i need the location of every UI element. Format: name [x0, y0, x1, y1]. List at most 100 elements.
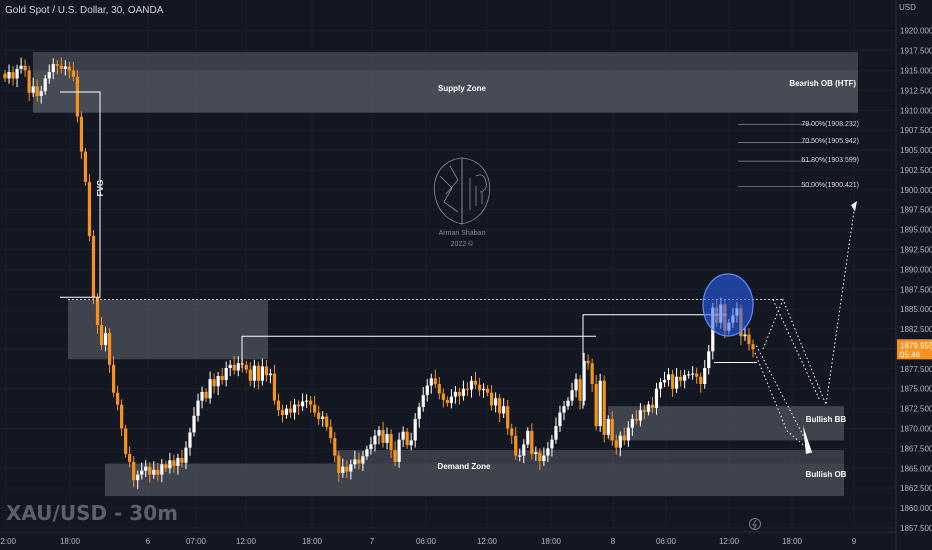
candle[interactable] [683, 369, 687, 389]
time-axis[interactable]: 12:00 18:00 6 07:00 12:00 18:00 7 06:00 12:00 18:… [0, 531, 896, 546]
candle[interactable] [236, 356, 240, 377]
candle[interactable] [148, 461, 152, 483]
candle[interactable] [658, 378, 663, 398]
candle[interactable] [87, 174, 92, 242]
candle[interactable] [124, 424, 128, 458]
candle[interactable] [687, 370, 691, 379]
lightning-icon[interactable] [749, 518, 761, 530]
candle[interactable] [626, 421, 630, 447]
candle[interactable] [469, 376, 474, 398]
candle[interactable] [220, 367, 224, 385]
candle[interactable] [79, 111, 84, 160]
candle[interactable] [670, 369, 675, 397]
candle[interactable] [27, 65, 31, 101]
candle[interactable] [55, 59, 59, 75]
candle[interactable] [116, 385, 120, 411]
candle[interactable] [296, 400, 301, 415]
candle[interactable] [498, 394, 502, 423]
candle[interactable] [522, 439, 526, 464]
candle[interactable] [646, 401, 651, 416]
candle[interactable] [128, 446, 132, 468]
candle[interactable] [317, 405, 321, 425]
candle[interactable] [425, 379, 429, 402]
candle[interactable] [602, 375, 606, 443]
candle[interactable] [63, 60, 67, 76]
candle[interactable] [43, 74, 47, 95]
candle[interactable] [284, 405, 289, 419]
candle[interactable] [329, 419, 333, 444]
candle[interactable] [71, 61, 75, 81]
candle[interactable] [638, 403, 642, 427]
candle[interactable] [542, 447, 546, 466]
candle[interactable] [140, 462, 144, 480]
candle[interactable] [309, 395, 313, 413]
candle[interactable] [747, 328, 751, 351]
candle[interactable] [268, 368, 273, 384]
candle[interactable] [477, 377, 482, 397]
candle[interactable] [578, 375, 582, 410]
candle[interactable] [409, 432, 413, 451]
candle[interactable] [369, 436, 373, 455]
candle[interactable] [349, 459, 353, 480]
candle[interactable] [39, 85, 43, 104]
candle[interactable] [674, 368, 679, 393]
candle[interactable] [75, 69, 79, 123]
candle[interactable] [260, 358, 264, 386]
candle[interactable] [606, 415, 610, 439]
candle[interactable] [490, 385, 494, 411]
candle[interactable] [574, 373, 578, 398]
candle[interactable] [691, 366, 695, 380]
candle[interactable] [506, 399, 510, 435]
candle[interactable] [586, 354, 590, 370]
candle[interactable] [393, 441, 397, 467]
candle[interactable] [172, 454, 176, 473]
candle[interactable] [357, 452, 361, 470]
candle[interactable] [618, 431, 622, 457]
candle[interactable] [232, 356, 236, 375]
candle[interactable] [7, 64, 11, 84]
candle[interactable] [3, 70, 7, 83]
candle[interactable] [99, 316, 104, 350]
candle[interactable] [132, 456, 136, 488]
candle[interactable] [300, 393, 305, 411]
candle[interactable] [23, 59, 27, 77]
candle[interactable] [465, 382, 470, 396]
candle[interactable] [634, 410, 638, 425]
candle[interactable] [485, 385, 490, 397]
candle[interactable] [168, 452, 172, 474]
candle[interactable] [453, 386, 458, 404]
candle[interactable] [622, 427, 626, 446]
candle[interactable] [449, 389, 453, 409]
candle[interactable] [212, 373, 216, 394]
candle[interactable] [192, 407, 196, 437]
candle[interactable] [566, 397, 570, 410]
candle[interactable] [313, 395, 317, 417]
candle[interactable] [642, 404, 647, 420]
candle[interactable] [582, 352, 586, 406]
candle[interactable] [288, 401, 293, 418]
candle[interactable] [103, 326, 108, 352]
candle[interactable] [695, 367, 699, 384]
candle[interactable] [83, 148, 88, 186]
candle[interactable] [397, 432, 401, 468]
candle[interactable] [111, 356, 116, 397]
candle[interactable] [337, 451, 341, 482]
candle[interactable] [413, 413, 417, 448]
candle[interactable] [385, 427, 389, 450]
candle[interactable] [156, 462, 160, 481]
candle[interactable] [216, 371, 220, 396]
candle[interactable] [401, 426, 405, 448]
candle[interactable] [333, 432, 337, 463]
candle[interactable] [666, 367, 671, 387]
candle[interactable] [325, 412, 329, 431]
candle[interactable] [244, 361, 248, 374]
candle[interactable] [679, 369, 683, 387]
candle[interactable] [550, 434, 554, 457]
candle[interactable] [630, 414, 634, 436]
candle[interactable] [361, 451, 365, 472]
candle[interactable] [176, 453, 180, 475]
candle[interactable] [365, 445, 369, 460]
candle[interactable] [188, 427, 192, 456]
candle[interactable] [457, 387, 462, 405]
